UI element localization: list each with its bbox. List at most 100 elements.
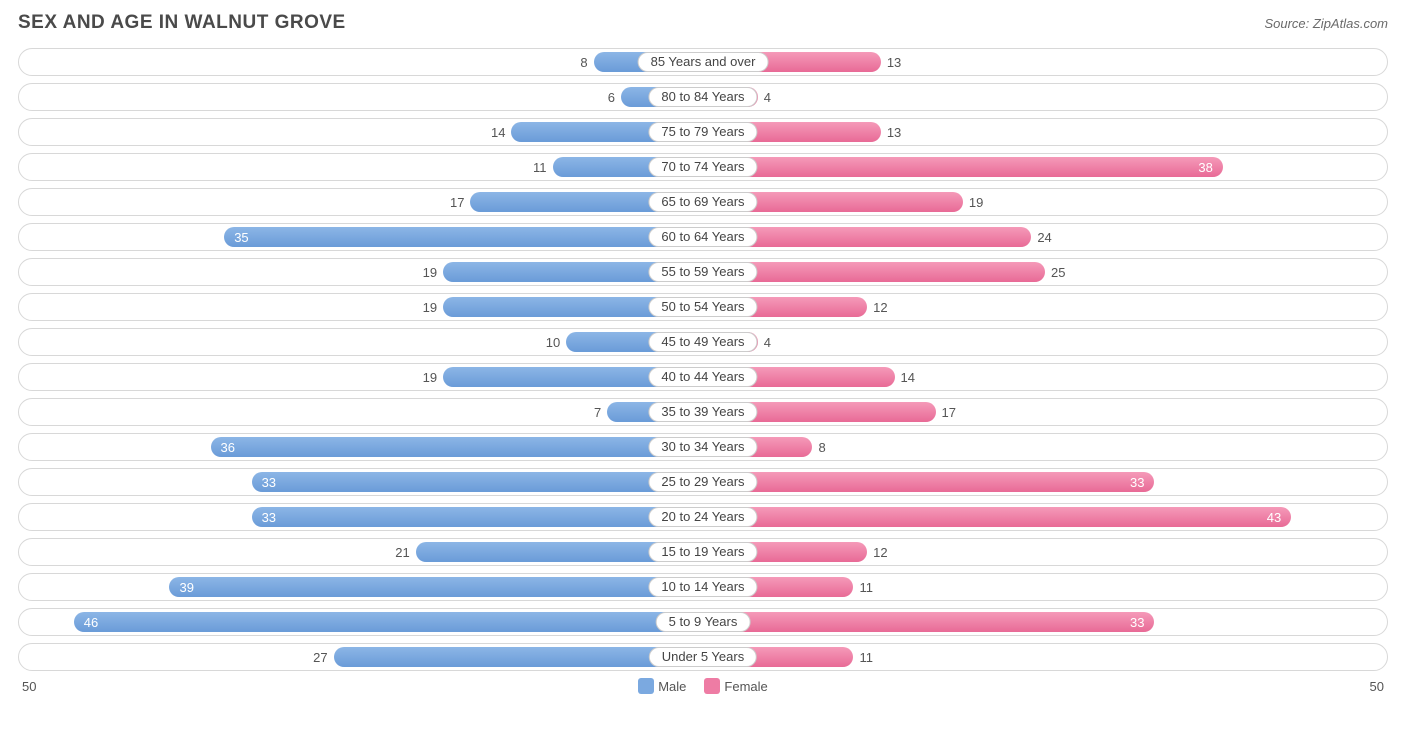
male-value: 39 <box>179 580 193 595</box>
female-value: 12 <box>867 545 893 560</box>
pyramid-row: 171965 to 69 Years <box>18 188 1388 216</box>
category-label: 40 to 44 Years <box>648 367 757 387</box>
pyramid-row: 8 13 85 Years and over <box>18 48 1388 76</box>
male-half: 10 <box>19 329 703 355</box>
category-label: 25 to 29 Years <box>648 472 757 492</box>
chart-source: Source: ZipAtlas.com <box>1264 16 1388 31</box>
male-value: 11 <box>527 160 553 175</box>
female-value: 13 <box>881 55 907 70</box>
female-value: 33 <box>1130 615 1144 630</box>
category-label: 50 to 54 Years <box>648 297 757 317</box>
pyramid-row: 19 14 40 to 44 Years <box>18 363 1388 391</box>
female-value: 14 <box>895 370 921 385</box>
category-label: 35 to 39 Years <box>648 402 757 422</box>
pyramid-row: 21 12 15 to 19 Years <box>18 538 1388 566</box>
female-bar: 38 <box>703 157 1223 177</box>
male-value: 19 <box>417 300 443 315</box>
pyramid-row: 36830 to 34 Years <box>18 433 1388 461</box>
pyramid-row: 333325 to 29 Years <box>18 468 1388 496</box>
legend-item-male: Male <box>638 678 686 694</box>
category-label: 55 to 59 Years <box>648 262 757 282</box>
chart-header: SEX AND AGE IN WALNUT GROVE Source: ZipA… <box>18 12 1388 34</box>
female-half: 43 <box>703 504 1387 530</box>
male-value: 21 <box>389 545 415 560</box>
female-half: 33 <box>703 609 1387 635</box>
male-value: 46 <box>84 615 98 630</box>
legend-female-label: Female <box>724 679 767 694</box>
female-value: 24 <box>1031 230 1057 245</box>
category-label: 30 to 34 Years <box>648 437 757 457</box>
female-half: 8 <box>703 434 1387 460</box>
pyramid-row: 39 11 10 to 14 Years <box>18 573 1388 601</box>
male-bar: 33 <box>252 472 703 492</box>
category-label: 85 Years and over <box>638 52 769 72</box>
male-half: 6 <box>19 84 703 110</box>
male-half: 33 <box>19 504 703 530</box>
category-label: Under 5 Years <box>649 647 757 667</box>
pyramid-row: 46335 to 9 Years <box>18 608 1388 636</box>
female-value: 4 <box>758 335 777 350</box>
male-half: 36 <box>19 434 703 460</box>
male-half: 17 <box>19 189 703 215</box>
axis-right-max: 50 <box>1370 679 1384 694</box>
female-value: 4 <box>758 90 777 105</box>
female-half: 11 <box>703 574 1387 600</box>
female-half: 11 <box>703 644 1387 670</box>
legend-male-label: Male <box>658 679 686 694</box>
male-value: 8 <box>574 55 593 70</box>
female-half: 13 <box>703 49 1387 75</box>
pyramid-row: 19 12 50 to 54 Years <box>18 293 1388 321</box>
category-label: 80 to 84 Years <box>648 87 757 107</box>
male-value: 33 <box>262 475 276 490</box>
female-half: 17 <box>703 399 1387 425</box>
female-half: 12 <box>703 294 1387 320</box>
pyramid-row: 6 480 to 84 Years <box>18 83 1388 111</box>
male-value: 19 <box>417 265 443 280</box>
male-half: 39 <box>19 574 703 600</box>
category-label: 10 to 14 Years <box>648 577 757 597</box>
population-pyramid-chart: 81385 Years and over6480 to 84 Years1413… <box>18 48 1388 671</box>
male-value: 35 <box>234 230 248 245</box>
female-half: 14 <box>703 364 1387 390</box>
female-bar: 43 <box>703 507 1291 527</box>
pyramid-row: 11 38 70 to 74 Years <box>18 153 1388 181</box>
male-value: 14 <box>485 125 511 140</box>
male-half: 14 <box>19 119 703 145</box>
male-bar: 35 <box>224 227 703 247</box>
female-value: 19 <box>963 195 989 210</box>
male-value: 17 <box>444 195 470 210</box>
male-half: 35 <box>19 224 703 250</box>
female-value: 13 <box>881 125 907 140</box>
female-value: 43 <box>1267 510 1281 525</box>
female-half: 4 <box>703 84 1387 110</box>
female-value: 11 <box>853 580 879 595</box>
male-half: 19 <box>19 259 703 285</box>
female-half: 33 <box>703 469 1387 495</box>
male-value: 33 <box>262 510 276 525</box>
chart-title: SEX AND AGE IN WALNUT GROVE <box>18 12 346 34</box>
male-value: 7 <box>588 405 607 420</box>
category-label: 60 to 64 Years <box>648 227 757 247</box>
male-half: 19 <box>19 364 703 390</box>
pyramid-row: 192555 to 59 Years <box>18 258 1388 286</box>
male-half: 21 <box>19 539 703 565</box>
chart-axis: 50 Male Female 50 <box>18 678 1388 694</box>
female-half: 12 <box>703 539 1387 565</box>
male-value: 27 <box>307 650 333 665</box>
category-label: 15 to 19 Years <box>648 542 757 562</box>
pyramid-row: 33 43 20 to 24 Years <box>18 503 1388 531</box>
category-label: 20 to 24 Years <box>648 507 757 527</box>
male-half: 33 <box>19 469 703 495</box>
female-value: 38 <box>1198 160 1212 175</box>
female-value: 11 <box>853 650 879 665</box>
male-value: 19 <box>417 370 443 385</box>
category-label: 70 to 74 Years <box>648 157 757 177</box>
female-value: 12 <box>867 300 893 315</box>
male-swatch <box>638 678 654 694</box>
legend-item-female: Female <box>704 678 767 694</box>
male-half: 27 <box>19 644 703 670</box>
female-bar: 33 <box>703 612 1154 632</box>
category-label: 75 to 79 Years <box>648 122 757 142</box>
female-half: 19 <box>703 189 1387 215</box>
male-half: 7 <box>19 399 703 425</box>
